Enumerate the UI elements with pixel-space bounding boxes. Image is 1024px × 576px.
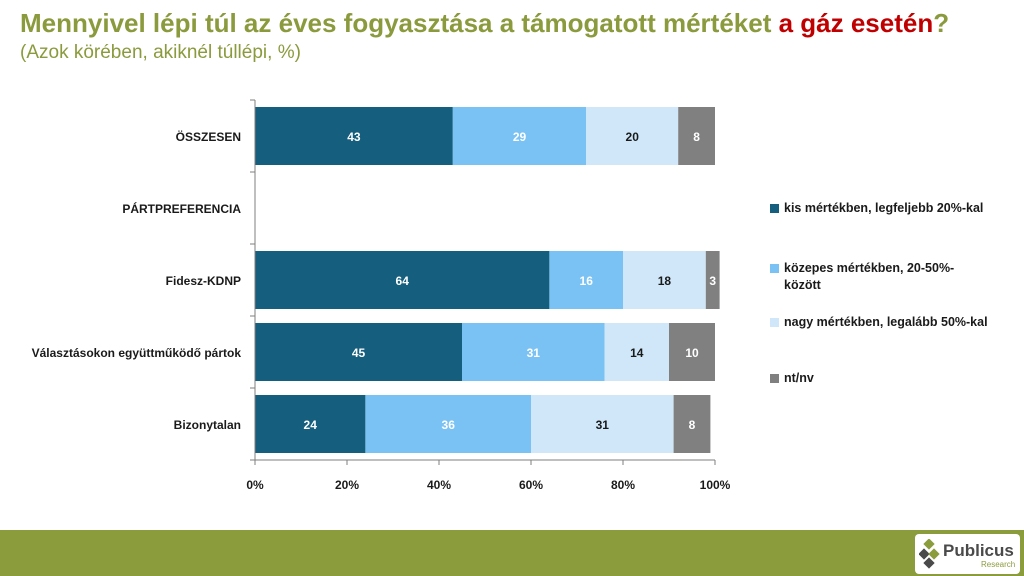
chart-subtitle: (Azok körében, akiknél túllépi, %)	[20, 42, 301, 63]
bar-segment	[549, 251, 623, 309]
bar-segment	[255, 251, 550, 309]
category-label: Választásokon együttműködő pártok	[32, 346, 242, 360]
chart-title: Mennyivel lépi túl az éves fogyasztása a…	[20, 8, 949, 39]
bar-segment	[669, 323, 715, 381]
stacked-bar-chart: 43 29 20 8 ÖSSZESEN PÁRTPREFERENCIA 64 16 18 3 Fid…	[32, 99, 731, 492]
legend-item: nagy mértékben, legalább 50%-kal	[770, 314, 1010, 331]
data-label: 45	[352, 346, 366, 360]
title-highlight: a gáz esetén	[778, 8, 934, 38]
publicus-logo-icon	[919, 539, 940, 569]
x-tick-label: 80%	[611, 478, 635, 492]
data-label: 8	[693, 130, 700, 144]
x-tick-label: 40%	[427, 478, 451, 492]
data-label: 29	[513, 130, 527, 144]
data-label: 43	[347, 130, 361, 144]
data-label: 31	[527, 346, 541, 360]
footer-bar	[0, 530, 1024, 576]
legend-label: nagy mértékben, legalább 50%-kal	[784, 315, 988, 329]
category-label: PÁRTPREFERENCIA	[122, 201, 241, 216]
legend-item: közepes mértékben, 20-50%-között	[770, 260, 955, 294]
data-label: 16	[580, 274, 594, 288]
legend-item: kis mértékben, legfeljebb 20%-kal	[770, 200, 1010, 217]
bar-segment	[365, 395, 531, 453]
bar-segment	[255, 395, 366, 453]
bar-segment	[531, 395, 674, 453]
data-label: 24	[304, 418, 318, 432]
title-part1: Mennyivel lépi túl az éves fogyasztása a…	[20, 8, 779, 38]
bar-segment	[586, 107, 679, 165]
x-tick-label: 100%	[700, 478, 731, 492]
data-label: 3	[709, 274, 716, 288]
x-tick-label: 20%	[335, 478, 359, 492]
logo-name: Publicus	[943, 541, 1014, 560]
bar-segment	[452, 107, 587, 165]
legend-label: nt/nv	[784, 371, 814, 385]
bar-segment	[678, 107, 715, 165]
bar-segment	[462, 323, 605, 381]
title-part2: ?	[933, 8, 950, 38]
category-label: Bizonytalan	[174, 418, 241, 432]
bar-segment	[255, 107, 453, 165]
legend-swatch	[770, 318, 779, 327]
legend-label: kis mértékben, legfeljebb 20%-kal	[784, 201, 984, 215]
bar-segment	[705, 251, 720, 309]
bar-segment	[604, 323, 669, 381]
data-label: 8	[689, 418, 696, 432]
bar-segment	[255, 323, 462, 381]
data-label: 64	[396, 274, 410, 288]
data-label: 20	[626, 130, 640, 144]
legend-swatch	[770, 374, 779, 383]
legend-label: közepes mértékben, 20-50%-között	[784, 261, 955, 292]
publicus-logo: Publicus Research	[915, 534, 1020, 574]
logo-sub: Research	[981, 560, 1016, 569]
legend-item: nt/nv	[770, 370, 1010, 387]
data-label: 10	[685, 346, 699, 360]
legend-swatch	[770, 264, 779, 273]
category-label: Fidesz-KDNP	[166, 274, 241, 288]
data-label: 14	[630, 346, 644, 360]
data-label: 31	[596, 418, 610, 432]
legend-swatch	[770, 204, 779, 213]
category-label: ÖSSZESEN	[176, 129, 241, 144]
bar-segment	[673, 395, 711, 453]
x-tick-label: 0%	[246, 478, 264, 492]
bar-segment	[623, 251, 706, 309]
data-label: 36	[442, 418, 456, 432]
x-tick-label: 60%	[519, 478, 543, 492]
data-label: 18	[658, 274, 672, 288]
